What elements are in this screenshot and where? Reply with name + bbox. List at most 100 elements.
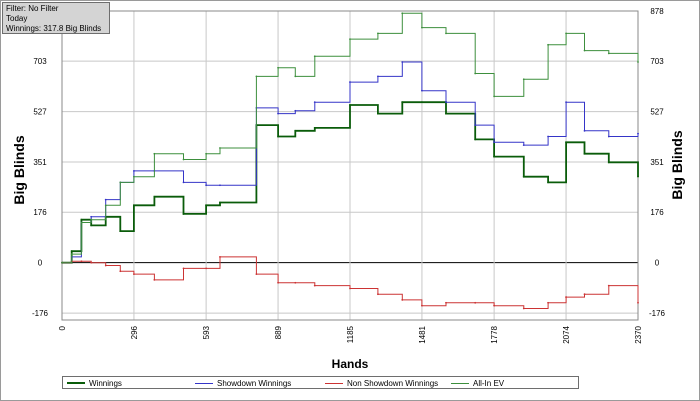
filter-info-box: Filter: No Filter Today Winnings: 317.8 … xyxy=(2,2,110,34)
data-point-showdown xyxy=(104,198,107,201)
data-point-allin_ev xyxy=(547,43,549,46)
data-point-non_showdown xyxy=(277,281,279,284)
data-point-showdown xyxy=(445,101,447,104)
y-tick-label-right: 176 xyxy=(650,208,664,217)
y-tick-label-left: 703 xyxy=(33,57,47,66)
data-point-non_showdown xyxy=(401,299,404,301)
data-point-showdown xyxy=(493,141,496,144)
filter-label: Filter: No Filter xyxy=(6,4,59,13)
data-point-non_showdown xyxy=(219,256,221,258)
data-point-showdown xyxy=(421,89,423,92)
legend-swatch-winnings xyxy=(67,382,85,384)
x-tick-label: 593 xyxy=(202,325,211,339)
data-point-winnings xyxy=(583,152,586,155)
data-point-showdown xyxy=(133,170,135,172)
data-point-non_showdown xyxy=(421,304,423,307)
data-point-allin_ev xyxy=(349,38,351,40)
data-point-non_showdown xyxy=(153,278,156,281)
legend-swatch-allin-ev xyxy=(451,382,469,384)
data-point-showdown xyxy=(522,144,525,147)
y-tick-label-right: 703 xyxy=(650,57,664,66)
x-tick-label: 0 xyxy=(58,325,67,330)
y-axis-title-left: Big Blinds xyxy=(11,135,27,204)
y-tick-label-left: 527 xyxy=(33,108,47,117)
data-point-showdown xyxy=(637,132,639,135)
data-point-allin_ev xyxy=(80,221,83,224)
winnings-summary: Winnings: 317.8 Big Blinds xyxy=(6,24,102,33)
series-line-allin_ev xyxy=(62,12,639,264)
data-point-winnings xyxy=(205,204,208,207)
data-point-winnings xyxy=(294,129,297,132)
x-tick-label: 889 xyxy=(274,325,283,339)
date-range-label: Today xyxy=(6,14,28,23)
data-point-winnings xyxy=(133,204,135,207)
data-point-winnings xyxy=(70,250,73,253)
legend-swatch-non-showdown xyxy=(325,382,343,384)
data-point-non_showdown xyxy=(637,301,639,304)
y-tick-label-right: 351 xyxy=(650,158,664,167)
data-point-allin_ev xyxy=(493,95,496,98)
data-point-winnings xyxy=(547,181,549,184)
data-point-allin_ev xyxy=(522,78,525,81)
data-point-allin_ev xyxy=(474,72,477,75)
data-point-showdown xyxy=(294,109,297,112)
data-point-winnings xyxy=(522,175,525,178)
data-point-non_showdown xyxy=(182,267,185,270)
legend-label-non-showdown: Non Showdown Winnings xyxy=(347,378,439,388)
data-point-non_showdown xyxy=(522,307,525,310)
data-point-winnings xyxy=(445,112,447,115)
legend-item-showdown: Showdown Winnings xyxy=(195,377,291,389)
data-point-allin_ev xyxy=(294,75,297,78)
data-point-allin_ev xyxy=(61,261,63,264)
data-point-winnings xyxy=(277,135,279,138)
data-point-showdown xyxy=(277,112,279,115)
data-point-winnings xyxy=(474,138,477,141)
y-tick-label-right: -176 xyxy=(649,309,666,318)
data-point-non_showdown xyxy=(205,267,208,270)
legend-swatch-showdown xyxy=(195,382,213,384)
x-tick-label: 1481 xyxy=(418,325,427,343)
data-point-allin_ev xyxy=(277,66,279,69)
data-point-showdown xyxy=(401,61,404,63)
data-point-winnings xyxy=(80,218,83,221)
data-point-showdown xyxy=(313,101,316,104)
data-point-showdown xyxy=(474,124,477,126)
data-point-non_showdown xyxy=(313,284,316,287)
data-point-winnings xyxy=(219,201,221,204)
data-point-non_showdown xyxy=(474,301,477,304)
data-point-winnings xyxy=(401,101,404,104)
data-point-allin_ev xyxy=(133,175,135,178)
data-point-winnings xyxy=(493,155,496,158)
data-point-showdown xyxy=(607,135,610,138)
data-point-non_showdown xyxy=(255,273,258,276)
data-point-allin_ev xyxy=(445,32,447,35)
legend: Winnings Showdown Winnings Non Showdown … xyxy=(62,376,579,389)
data-point-winnings xyxy=(119,230,122,233)
axis-layer: -176-17600176176351351527527703703878878… xyxy=(32,7,666,344)
y-tick-label-right: 527 xyxy=(650,108,664,117)
data-point-showdown xyxy=(205,184,208,187)
data-point-non_showdown xyxy=(119,270,122,273)
data-point-allin_ev xyxy=(104,204,107,207)
data-point-non_showdown xyxy=(547,301,549,304)
data-point-non_showdown xyxy=(565,296,567,298)
legend-label-allin-ev: All-In EV xyxy=(473,378,505,388)
data-point-allin_ev xyxy=(637,61,639,63)
data-point-non_showdown xyxy=(583,293,586,296)
data-point-allin_ev xyxy=(313,55,316,58)
data-point-non_showdown xyxy=(80,260,83,263)
data-point-allin_ev xyxy=(219,147,221,149)
data-point-showdown xyxy=(182,181,185,184)
series-layer xyxy=(61,12,639,310)
data-point-winnings xyxy=(349,104,351,106)
data-point-showdown xyxy=(90,215,93,218)
data-point-showdown xyxy=(565,101,567,104)
data-point-non_showdown xyxy=(349,287,351,290)
data-point-winnings xyxy=(565,141,567,144)
data-point-non_showdown xyxy=(445,301,447,304)
x-tick-label: 1185 xyxy=(346,325,355,343)
data-point-non_showdown xyxy=(104,264,107,267)
legend-item-allin-ev: All-In EV xyxy=(451,377,504,389)
data-point-showdown xyxy=(349,81,351,83)
x-tick-label: 2074 xyxy=(562,325,571,343)
